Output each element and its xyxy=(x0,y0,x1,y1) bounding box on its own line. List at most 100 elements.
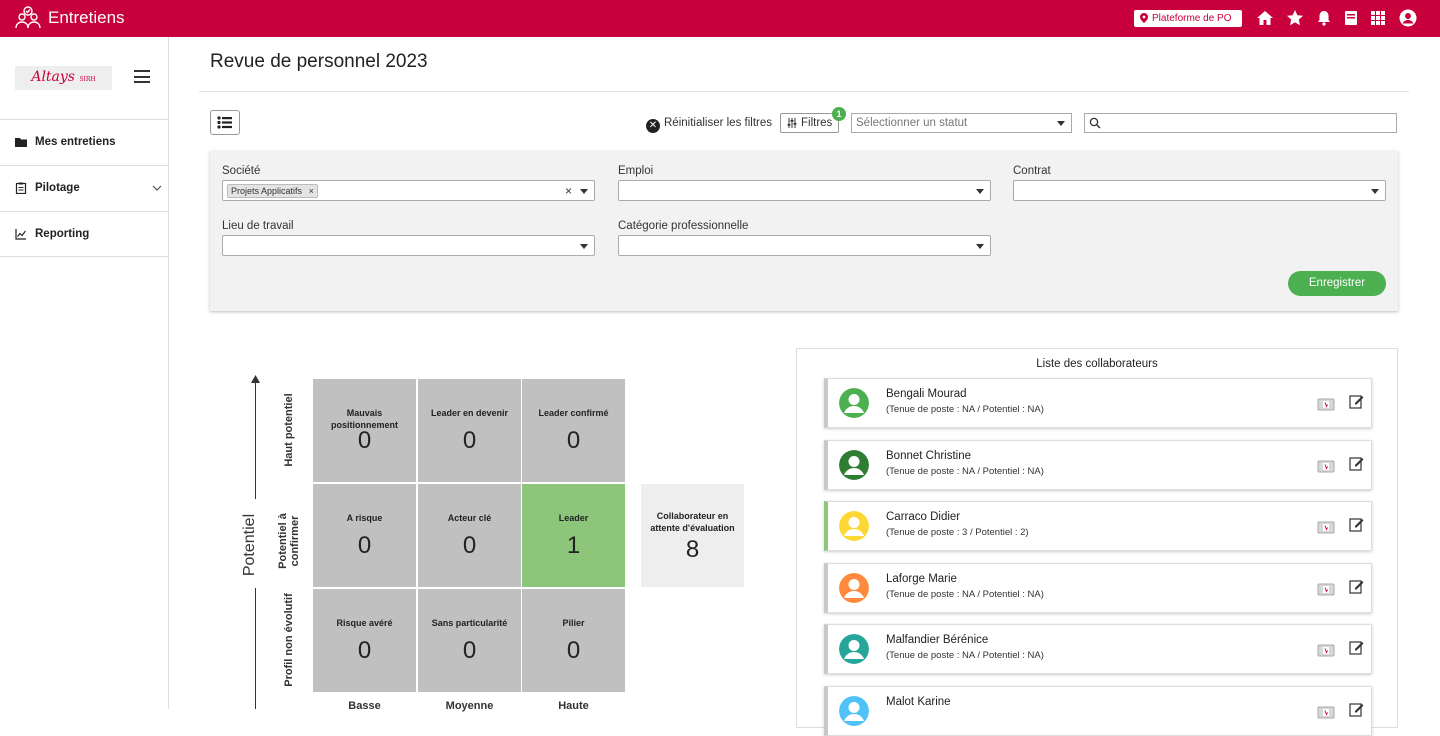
edit-icon[interactable] xyxy=(1349,579,1364,594)
contrat-select[interactable] xyxy=(1013,180,1386,201)
categorie-select[interactable] xyxy=(618,235,991,256)
filters-count-badge: 1 xyxy=(832,107,846,121)
search-icon xyxy=(1089,117,1101,129)
collaborator-detail: (Tenue de poste : NA / Potentiel : NA) xyxy=(886,466,1044,477)
hamburger-menu-icon[interactable] xyxy=(134,70,150,83)
sidebar-item-pilotage[interactable]: Pilotage xyxy=(0,165,168,211)
sidebar-item-reporting[interactable]: Reporting xyxy=(0,211,168,257)
matrix-cell[interactable]: A risque 0 xyxy=(313,484,416,587)
emploi-label: Emploi xyxy=(618,165,654,177)
collaborator-card[interactable]: Laforge Marie (Tenue de poste : NA / Pote… xyxy=(824,563,1372,613)
sidebar-item-label: Mes entretiens xyxy=(35,136,116,148)
pdf-file-icon[interactable] xyxy=(1317,583,1335,596)
platform-button-label: Plateforme de PO xyxy=(1152,13,1232,24)
sidebar: Altays SIRH Mes entretiens Pilotage Repo… xyxy=(0,37,169,709)
pdf-file-icon[interactable] xyxy=(1317,706,1335,719)
caret-down-icon xyxy=(1371,189,1379,194)
edit-icon[interactable] xyxy=(1349,456,1364,471)
book-icon[interactable] xyxy=(1342,9,1360,27)
caret-down-icon xyxy=(580,189,588,194)
selected-chip[interactable]: Projets Applicatifs × xyxy=(227,184,318,198)
matrix-cell[interactable]: Pilier 0 xyxy=(522,589,625,692)
collaborator-card[interactable]: Carraco Didier (Tenue de poste : 3 / Pote… xyxy=(824,501,1372,551)
lieu-select[interactable] xyxy=(222,235,595,256)
edit-icon[interactable] xyxy=(1349,640,1364,655)
bell-icon[interactable] xyxy=(1315,9,1333,27)
cell-value: 0 xyxy=(566,637,581,664)
row-label-confirmer: Potentiel à confirmer xyxy=(277,513,301,569)
top-bar: Entretiens Plateforme de PO xyxy=(0,0,1440,37)
clipboard-icon xyxy=(15,182,27,194)
column-label-haute: Haute xyxy=(558,700,589,712)
pdf-file-icon[interactable] xyxy=(1317,644,1335,657)
collaborator-detail: (Tenue de poste : NA / Potentiel : NA) xyxy=(886,650,1044,661)
collaborator-card[interactable]: Malfandier Bérénice (Tenue de poste : NA … xyxy=(824,624,1372,674)
pdf-file-icon[interactable] xyxy=(1317,521,1335,534)
axis-title: Potentiel xyxy=(241,513,259,577)
matrix-cell[interactable]: Mauvais positionnement 0 xyxy=(313,379,416,482)
societe-select[interactable]: Projets Applicatifs × × xyxy=(222,180,595,201)
caret-down-icon xyxy=(976,244,984,249)
chip-remove-icon[interactable]: × xyxy=(308,186,314,196)
search-input[interactable] xyxy=(1084,113,1397,133)
arrow-up-icon xyxy=(251,375,260,383)
pending-evaluation-cell[interactable]: Collaborateur en attente d'évaluation 8 xyxy=(641,484,744,587)
lieu-label: Lieu de travail xyxy=(222,220,294,232)
chip-label: Projets Applicatifs xyxy=(231,186,303,196)
edit-icon[interactable] xyxy=(1349,702,1364,717)
collaborator-detail: (Tenue de poste : NA / Potentiel : NA) xyxy=(886,589,1044,600)
column-label-basse: Basse xyxy=(348,700,381,712)
pdf-file-icon[interactable] xyxy=(1317,460,1335,473)
app-title: Entretiens xyxy=(48,8,125,27)
matrix-cell[interactable]: Leader 1 xyxy=(522,484,625,587)
avatar xyxy=(839,573,869,603)
matrix-cell[interactable]: Sans particularité 0 xyxy=(418,589,521,692)
status-placeholder: Sélectionner un statut xyxy=(856,117,968,129)
avatar xyxy=(839,388,869,418)
cell-label: Leader xyxy=(558,513,589,523)
cell-value: 0 xyxy=(462,637,477,664)
save-button[interactable]: Enregistrer xyxy=(1288,271,1386,296)
platform-button[interactable]: Plateforme de PO xyxy=(1134,10,1242,27)
interview-people-icon xyxy=(15,6,41,29)
main-content: Revue de personnel 2023 ✕ Réinitialiser l… xyxy=(199,37,1409,736)
collaborator-name: Bengali Mourad xyxy=(886,388,967,400)
emploi-select[interactable] xyxy=(618,180,991,201)
axis-line xyxy=(255,380,256,499)
collaborator-card[interactable]: Bonnet Christine (Tenue de poste : NA / P… xyxy=(824,440,1372,490)
caret-down-icon xyxy=(1057,121,1065,126)
reset-filters-button[interactable]: ✕ Réinitialiser les filtres xyxy=(646,117,772,133)
cell-label: Sans particularité xyxy=(431,618,508,628)
edit-icon[interactable] xyxy=(1349,517,1364,532)
brand-name: Altays xyxy=(31,69,75,85)
edit-icon[interactable] xyxy=(1349,394,1364,409)
home-icon[interactable] xyxy=(1256,9,1274,27)
user-account-icon[interactable] xyxy=(1399,9,1417,27)
pdf-file-icon[interactable] xyxy=(1317,398,1335,411)
matrix-cell[interactable]: Risque avéré 0 xyxy=(313,589,416,692)
folder-icon xyxy=(15,138,27,147)
list-view-button[interactable] xyxy=(210,110,240,135)
cell-label: Leader en devenir xyxy=(430,408,509,418)
filters-button[interactable]: Filtres xyxy=(780,113,839,133)
cell-label: Mauvais positionnement xyxy=(331,408,398,430)
collaborator-name: Bonnet Christine xyxy=(886,450,972,462)
collaborator-card[interactable]: Malot Karine xyxy=(824,686,1372,736)
cell-value: 1 xyxy=(566,532,581,559)
collaborator-card[interactable]: Bengali Mourad (Tenue de poste : NA / Pot… xyxy=(824,378,1372,428)
company-logo: Altays SIRH xyxy=(15,66,112,90)
star-icon[interactable] xyxy=(1286,9,1304,27)
status-select[interactable]: Sélectionner un statut xyxy=(851,113,1072,133)
page-title: Revue de personnel 2023 xyxy=(210,51,428,72)
sidebar-item-mes-entretiens[interactable]: Mes entretiens xyxy=(0,119,168,165)
matrix-cell[interactable]: Leader confirmé 0 xyxy=(522,379,625,482)
clear-icon[interactable]: × xyxy=(565,184,573,198)
contrat-label: Contrat xyxy=(1013,165,1051,177)
cell-value: 0 xyxy=(357,427,372,454)
chevron-down-icon xyxy=(152,185,162,191)
apps-grid-icon[interactable] xyxy=(1369,9,1387,27)
list-icon xyxy=(217,116,232,129)
close-circle-icon: ✕ xyxy=(646,119,660,133)
matrix-cell[interactable]: Acteur clé 0 xyxy=(418,484,521,587)
matrix-cell[interactable]: Leader en devenir 0 xyxy=(418,379,521,482)
